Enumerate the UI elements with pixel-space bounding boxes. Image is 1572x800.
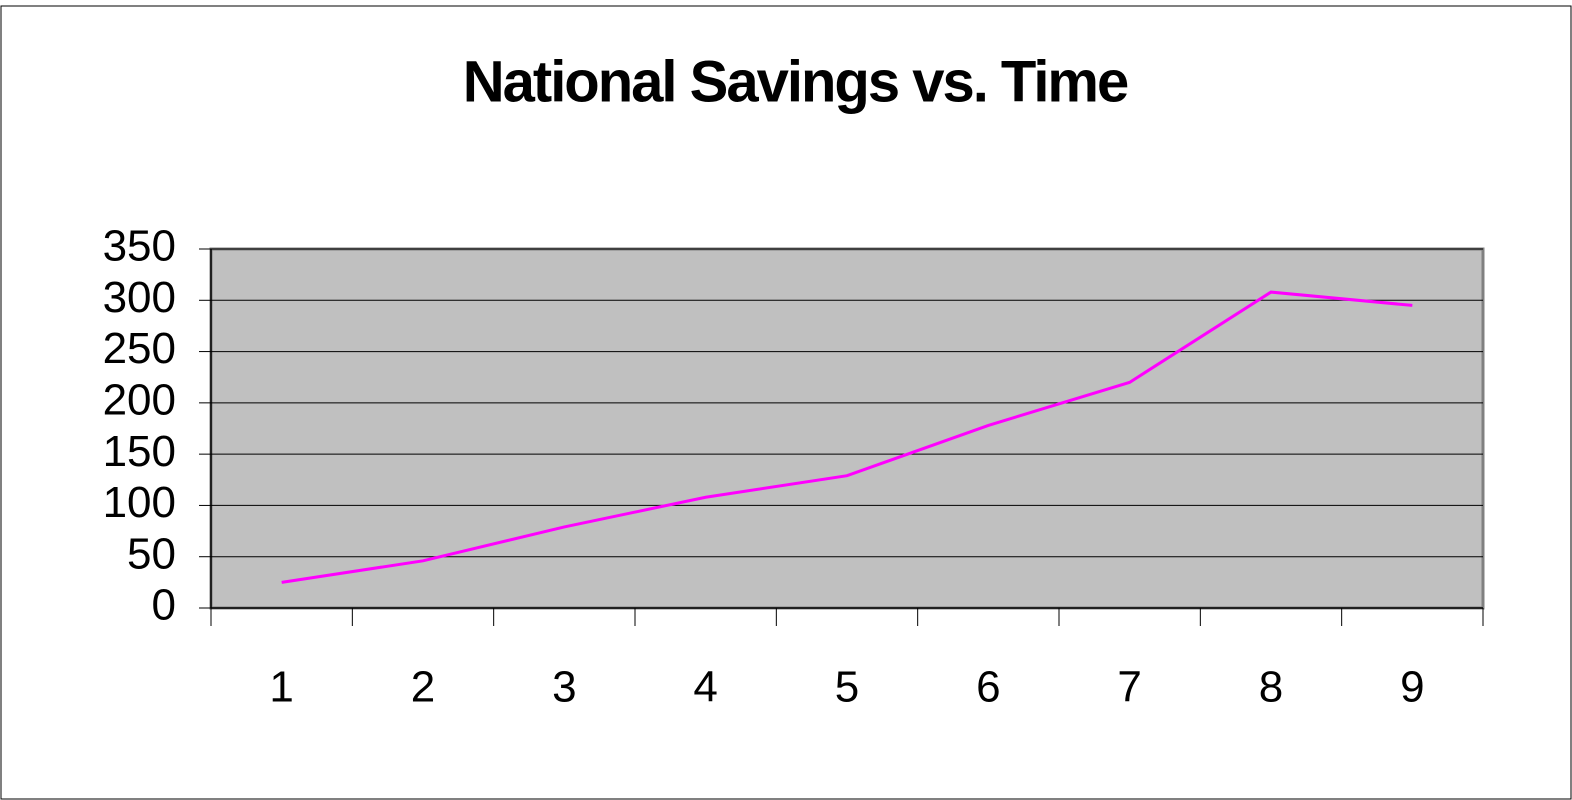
plot-area [209,247,1485,610]
x-tick-label: 2 [411,663,435,712]
chart-title: National Savings vs. Time [463,49,1128,114]
y-tick-label: 350 [103,222,176,271]
y-tick-label: 300 [103,273,176,322]
x-tick-label: 6 [976,663,1000,712]
y-tick-label: 200 [103,375,176,424]
x-tick-label: 7 [1117,663,1141,712]
y-tick-label: 50 [127,529,176,578]
x-tick-label: 1 [269,663,293,712]
x-tick-label: 5 [835,663,859,712]
line-series [281,290,1413,584]
x-tick-label: 9 [1400,663,1424,712]
x-tick-label: 8 [1259,663,1283,712]
x-tick-label: 3 [552,663,576,712]
y-tick-label: 150 [103,427,176,476]
y-tick-label: 100 [103,478,176,527]
y-tick-label: 250 [103,324,176,373]
x-tick-label: 4 [693,663,717,712]
y-tick-label: 0 [152,581,176,630]
